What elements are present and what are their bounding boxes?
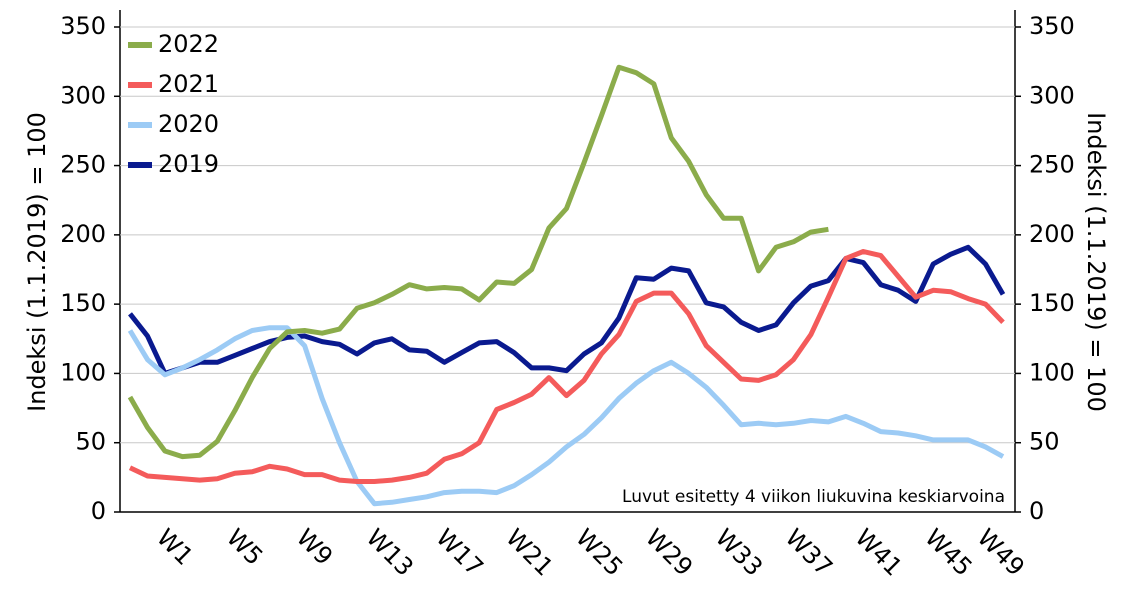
line-series xyxy=(127,325,1005,507)
y2-tick-label: 150 xyxy=(1029,289,1075,317)
legend-label: 2019 xyxy=(158,150,219,178)
y-tick-label: 150 xyxy=(60,289,106,317)
line-series xyxy=(127,64,829,460)
x-tick-label: W49 xyxy=(972,523,1030,581)
y2-tick-label: 250 xyxy=(1029,151,1075,179)
x-tick-label: W25 xyxy=(570,523,628,581)
line-series xyxy=(128,249,1005,484)
line-series xyxy=(128,244,1006,376)
y-tick-label: 0 xyxy=(91,497,106,525)
y-tick-label: 50 xyxy=(75,428,106,456)
x-tick-label: W33 xyxy=(710,523,768,581)
legend-label: 2022 xyxy=(158,30,219,58)
y2-tick-label: 300 xyxy=(1029,81,1075,109)
annotation: Luvut esitetty 4 viikon liukuvina keskia… xyxy=(622,487,1005,507)
x-tick-label: W45 xyxy=(919,523,977,581)
y2-tick-label: 0 xyxy=(1029,497,1044,525)
x-tick-label: W1 xyxy=(151,523,198,570)
y-tick-label: 250 xyxy=(60,151,106,179)
x-tick-label: W37 xyxy=(780,523,838,581)
y2-axis-label: Indeksi (1.1.2019) = 100 xyxy=(1082,112,1110,412)
y-tick-label: 100 xyxy=(60,358,106,386)
y2-tick-label: 350 xyxy=(1029,12,1075,40)
x-tick-label: W41 xyxy=(850,523,908,581)
y-tick-label: 200 xyxy=(60,220,106,248)
y2-tick-label: 50 xyxy=(1029,428,1060,456)
x-tick-label: W13 xyxy=(361,523,419,581)
x-tick-label: W5 xyxy=(221,523,268,570)
y-tick-label: 300 xyxy=(60,81,106,109)
y-tick-label: 350 xyxy=(60,12,106,40)
legend-label: 2020 xyxy=(158,110,219,138)
y-axis-label: Indeksi (1.1.2019) = 100 xyxy=(23,112,51,412)
y2-tick-label: 100 xyxy=(1029,358,1075,386)
x-tick-label: W29 xyxy=(640,523,698,581)
x-tick-label: W17 xyxy=(431,523,489,581)
x-tick-label: W21 xyxy=(500,523,558,581)
legend-label: 2021 xyxy=(158,70,219,98)
x-tick-label: W9 xyxy=(291,523,338,570)
y2-tick-label: 200 xyxy=(1029,220,1075,248)
